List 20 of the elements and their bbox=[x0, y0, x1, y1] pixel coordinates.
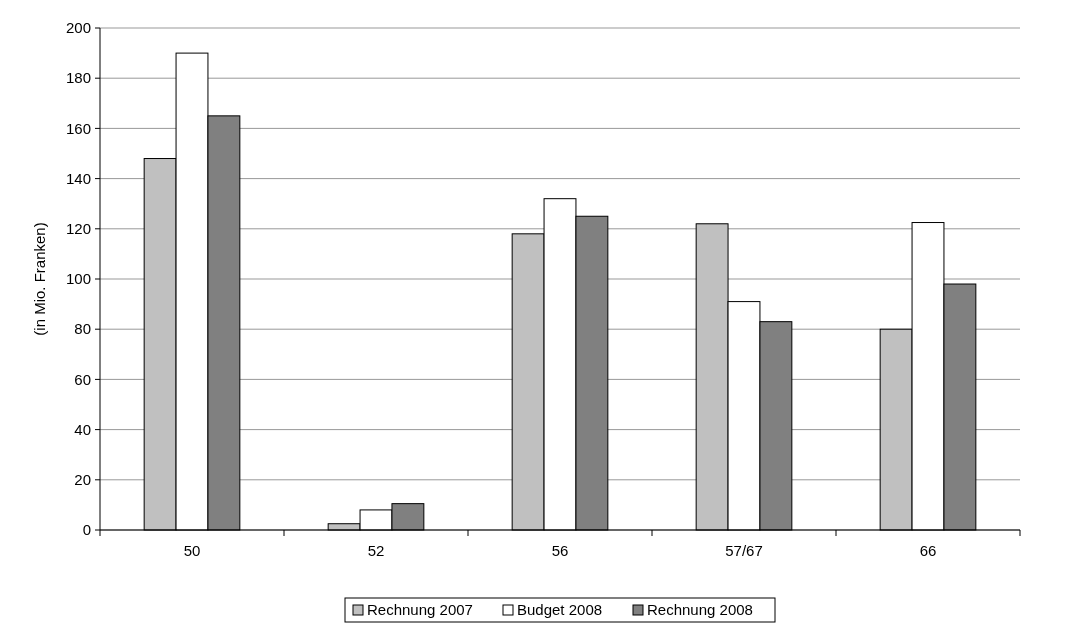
y-tick-label: 160 bbox=[65, 119, 91, 137]
y-tick-label: 60 bbox=[74, 370, 91, 388]
x-tick-label: 66 bbox=[919, 542, 937, 559]
x-tick-label: 56 bbox=[551, 542, 569, 559]
y-tick-label: 20 bbox=[74, 471, 91, 489]
y-tick-label: 140 bbox=[65, 169, 91, 187]
y-tick-label: 180 bbox=[65, 69, 91, 87]
legend-label: Rechnung 2007 bbox=[367, 601, 473, 619]
y-tick-label: 80 bbox=[74, 320, 91, 338]
x-tick-label: 50 bbox=[183, 542, 201, 559]
x-tick-label: 52 bbox=[367, 542, 385, 559]
y-tick-label: 120 bbox=[65, 220, 91, 238]
y-tick-label: 0 bbox=[82, 521, 91, 539]
y-tick-label: 100 bbox=[65, 270, 91, 288]
y-axis-title: (in Mio. Franken) bbox=[31, 222, 48, 336]
legend-label: Budget 2008 bbox=[517, 601, 603, 619]
y-tick-label: 200 bbox=[65, 19, 91, 37]
x-tick-label: 57/67 bbox=[725, 542, 763, 559]
legend-label: Rechnung 2008 bbox=[647, 601, 753, 619]
y-tick-label: 40 bbox=[74, 420, 91, 438]
